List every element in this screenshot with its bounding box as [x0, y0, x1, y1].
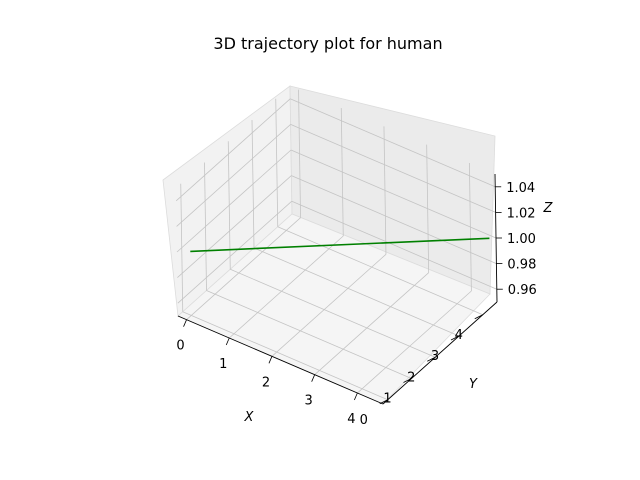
grid-line-x [186, 217, 301, 320]
x-tick-mark [268, 356, 273, 364]
chart-title: 3D trajectory plot for human [213, 34, 442, 53]
grid-line-x [314, 272, 429, 375]
grid-line-z [177, 175, 292, 278]
z-axis-label: Z [543, 201, 554, 216]
x-tick-mark [354, 392, 358, 401]
z-tick-label: 1.02 [507, 206, 536, 221]
grid-line-z [177, 200, 293, 304]
grid-line-y [206, 290, 412, 379]
grid-line-y [253, 247, 460, 337]
x-tick-mark [225, 337, 230, 346]
y-tick-label: 3 [431, 349, 439, 364]
y-axis-label: Y [469, 377, 478, 392]
x-tick-label: 4 [347, 412, 355, 427]
x-axis-line [177, 315, 384, 405]
y-axis-line [382, 301, 498, 405]
z-tick-label: 1.00 [507, 232, 536, 247]
grid-line-x [357, 290, 472, 394]
y-tick-label: 2 [407, 370, 415, 385]
series-layer [190, 237, 490, 253]
grid-line-y [230, 268, 436, 358]
z-tick-label: 0.98 [507, 258, 536, 273]
grid-line-z [290, 149, 497, 239]
grid-line-z [291, 200, 497, 290]
trajectory-line-0 [190, 237, 490, 253]
grid-line-z [290, 98, 496, 188]
grid-line-x [228, 235, 344, 339]
y-tick-label: 1 [383, 392, 391, 407]
z-tick-label: 0.96 [508, 283, 537, 298]
x-tick-mark [311, 374, 316, 382]
x-tick-label: 3 [305, 394, 313, 409]
y-tick-label: 4 [455, 328, 463, 343]
grid-line-y [277, 226, 483, 316]
z-axis-line [494, 173, 498, 303]
grid-lines [175, 89, 497, 401]
grid-line-y [182, 311, 388, 401]
x-tick-mark [183, 319, 187, 327]
grid-line-z [175, 98, 291, 202]
grid-line-x [271, 254, 387, 357]
y-tick-label: 0 [360, 413, 368, 428]
grid-line-z [176, 149, 292, 253]
grid-line-z [290, 124, 496, 213]
x-tick-label: 2 [262, 375, 270, 390]
z-tick-label: 1.04 [506, 181, 535, 196]
axis-lines [177, 173, 503, 405]
x-tick-label: 0 [176, 339, 184, 354]
grid-line-z [176, 124, 291, 227]
x-tick-label: 1 [219, 357, 227, 372]
x-axis-label: X [244, 410, 255, 425]
grid-line-z [291, 175, 497, 264]
